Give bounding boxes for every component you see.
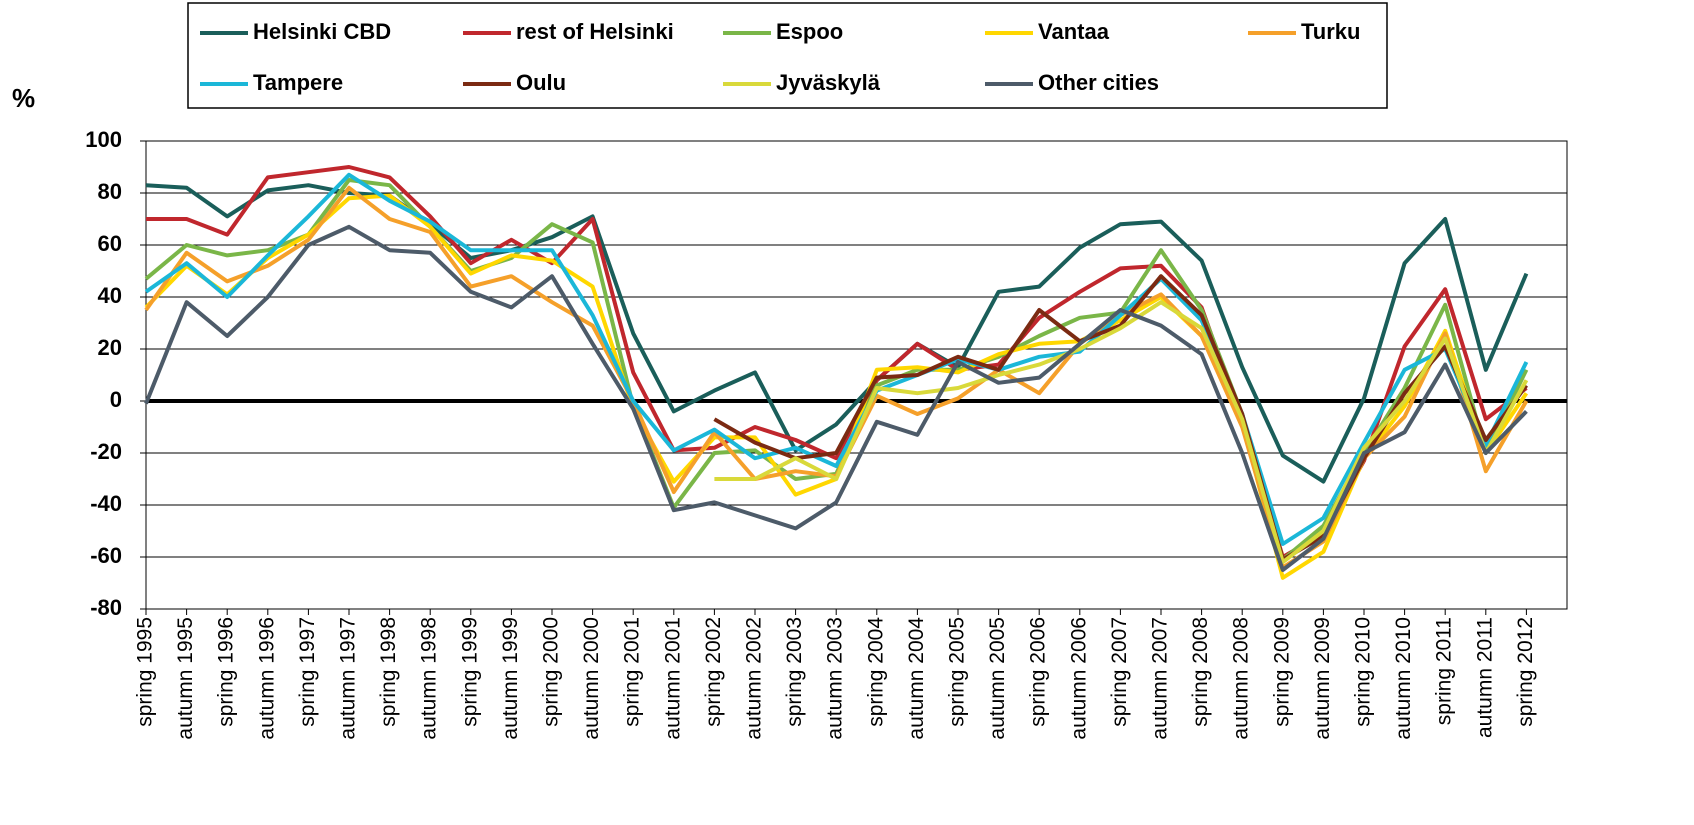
legend-label: Oulu bbox=[516, 70, 566, 95]
x-tick-label: spring 2002 bbox=[702, 617, 725, 727]
x-tick-label: spring 2011 bbox=[1433, 617, 1456, 725]
x-tick-label: spring 2008 bbox=[1189, 617, 1212, 727]
plot-area bbox=[145, 140, 1568, 610]
x-tick-label: autumn 2007 bbox=[1149, 617, 1172, 740]
legend-label: Turku bbox=[1301, 19, 1360, 44]
series-line bbox=[144, 224, 1528, 572]
y-tick-label: 100 bbox=[85, 127, 122, 152]
x-tick-label: autumn 2000 bbox=[580, 617, 603, 740]
x-tick-label: autumn 2010 bbox=[1392, 617, 1415, 740]
x-tick-label: spring 2000 bbox=[540, 617, 563, 727]
x-tick-label: spring 2003 bbox=[783, 617, 806, 727]
x-tick-label: spring 1997 bbox=[296, 617, 319, 727]
x-tick-label: spring 1996 bbox=[215, 617, 238, 727]
x-tick-label: spring 2006 bbox=[1027, 617, 1050, 727]
x-tick-label: spring 2010 bbox=[1352, 617, 1375, 727]
y-tick-label: 40 bbox=[98, 283, 122, 308]
y-tick-label: 20 bbox=[98, 335, 122, 360]
y-tick-label: -40 bbox=[90, 491, 122, 516]
y-axis-label: % bbox=[12, 83, 35, 113]
x-tick-label: autumn 2009 bbox=[1311, 617, 1334, 740]
x-tick-label: spring 2004 bbox=[864, 617, 887, 727]
y-tick-label: 80 bbox=[98, 179, 122, 204]
series-line bbox=[714, 300, 1529, 565]
x-tick-label: spring 1999 bbox=[458, 617, 481, 727]
x-tick-label: autumn 2001 bbox=[661, 617, 684, 740]
legend-label: Helsinki CBD bbox=[253, 19, 391, 44]
x-tick-label: spring 2005 bbox=[946, 617, 969, 727]
x-tick-label: autumn 2004 bbox=[905, 617, 928, 740]
x-tick-label: autumn 2003 bbox=[824, 617, 847, 740]
x-tick-label: autumn 2002 bbox=[743, 617, 766, 740]
x-tick-label: spring 2012 bbox=[1514, 617, 1537, 727]
legend-label: Other cities bbox=[1038, 70, 1159, 95]
legend-label: Tampere bbox=[253, 70, 343, 95]
series-line bbox=[144, 172, 1529, 546]
x-tick-label: spring 1998 bbox=[377, 617, 400, 727]
x-tick-label: spring 1995 bbox=[134, 617, 157, 727]
y-tick-label: -20 bbox=[90, 439, 122, 464]
legend-label: Jyväskylä bbox=[776, 70, 881, 95]
legend-label: rest of Helsinki bbox=[516, 19, 674, 44]
x-tick-label: autumn 2008 bbox=[1230, 617, 1253, 740]
legend-label: Vantaa bbox=[1038, 19, 1110, 44]
x-tick-label: spring 2001 bbox=[621, 617, 644, 727]
legend-box bbox=[187, 2, 1388, 109]
y-tick-label: 0 bbox=[110, 387, 122, 412]
x-tick-label: spring 2007 bbox=[1108, 617, 1131, 727]
x-tick-label: autumn 2006 bbox=[1067, 617, 1090, 740]
x-tick-label: autumn 1997 bbox=[337, 617, 360, 740]
x-tick-label: autumn 1996 bbox=[255, 617, 278, 740]
x-tick-label: autumn 1999 bbox=[499, 617, 522, 740]
x-tick-label: autumn 2011 bbox=[1473, 617, 1496, 738]
y-tick-label: -60 bbox=[90, 543, 122, 568]
y-tick-label: 60 bbox=[98, 231, 122, 256]
x-tick-label: autumn 2005 bbox=[986, 617, 1009, 740]
x-tick-label: autumn 1998 bbox=[418, 617, 441, 740]
legend-label: Espoo bbox=[776, 19, 843, 44]
y-tick-label: -80 bbox=[90, 595, 122, 620]
x-tick-label: autumn 1995 bbox=[174, 617, 197, 740]
x-tick-label: spring 2009 bbox=[1270, 617, 1293, 727]
